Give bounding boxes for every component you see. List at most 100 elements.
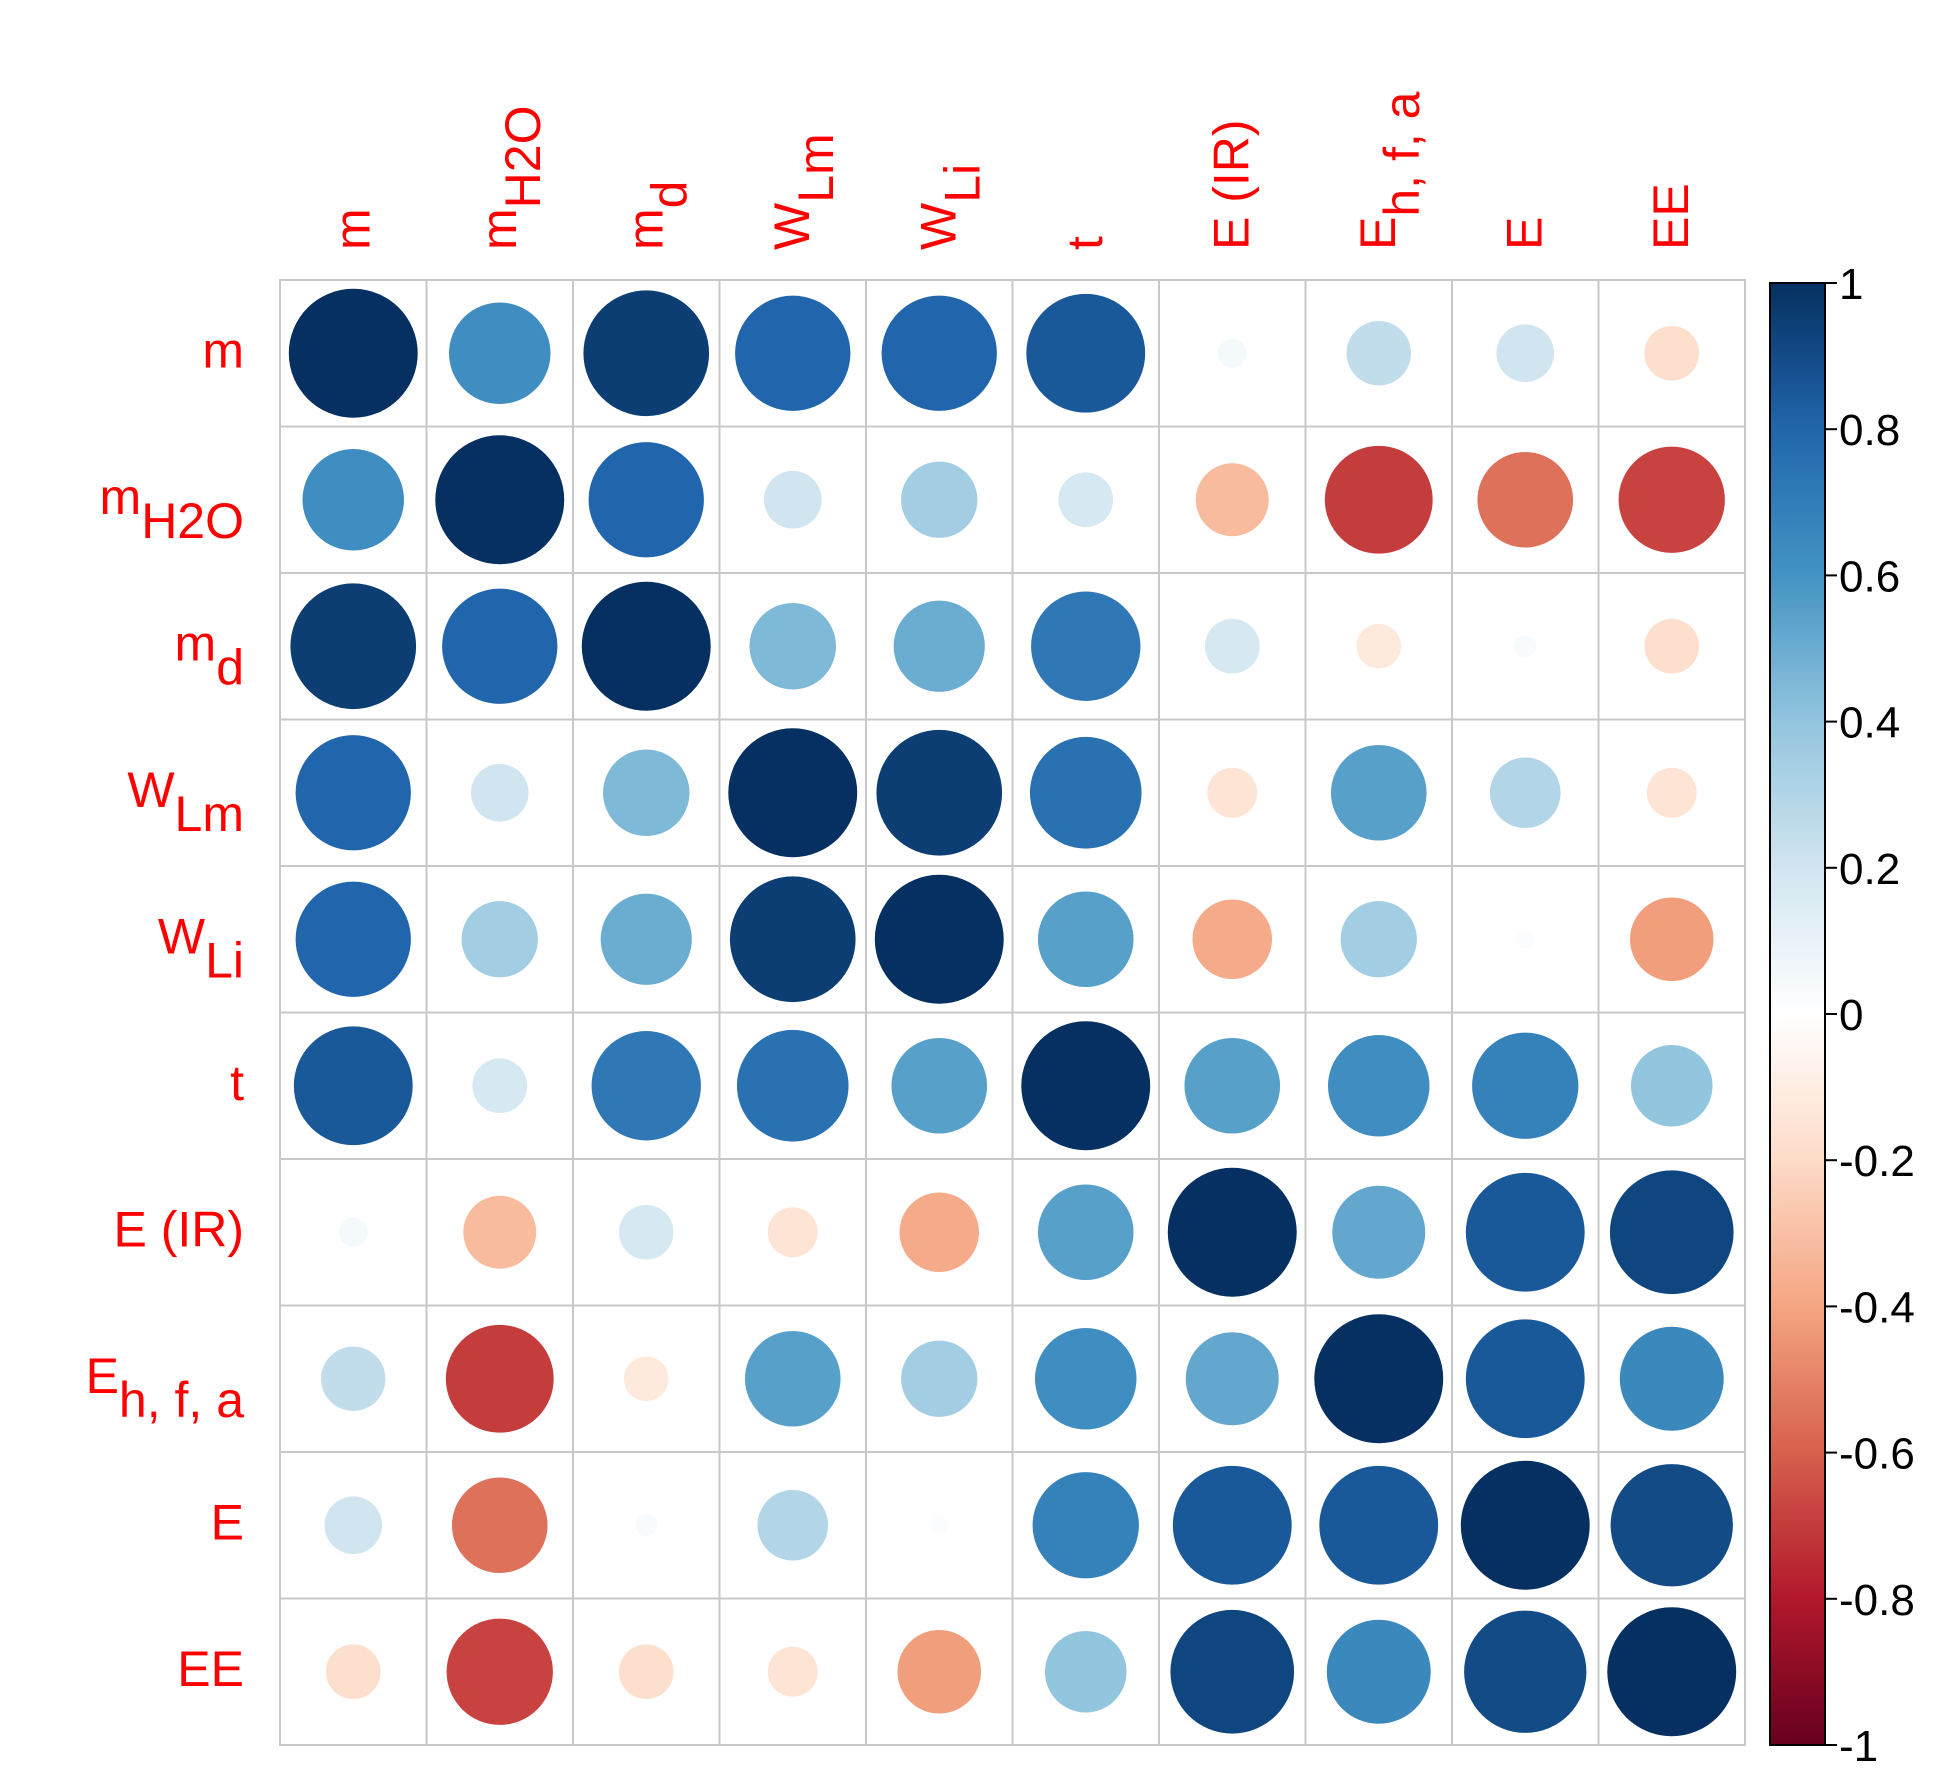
row-label-E (IR): E (IR) (113, 1201, 244, 1257)
corr-circle-EE-EE (1607, 1607, 1737, 1737)
corr-circle-m-mH2O (448, 302, 551, 405)
corr-circle-E (IR)-md (618, 1204, 674, 1260)
row-label-mH2O: mH2O (100, 469, 244, 549)
colorbar-tick-label: 0.6 (1839, 552, 1900, 601)
colorbar: 1 0.8 0.6 0.4 0.2 0 -0.2 -0.4 -0.6 -0.8 -1 (1769, 260, 1915, 1771)
corr-circle-WLi-WLi (874, 874, 1004, 1004)
corr-circle-mH2O-mH2O (435, 435, 565, 565)
corr-circle-Eh, f, a-Eh, f, a (1314, 1314, 1444, 1444)
corr-circle-WLi-WLm (729, 876, 856, 1003)
row-label-t: t (230, 1055, 244, 1111)
colorbar-tick-label: 0.8 (1839, 406, 1900, 455)
corr-circle-t-EE (1630, 1044, 1713, 1127)
corr-circle-mH2O-m (302, 448, 405, 551)
corr-circle-mH2O-t (1058, 472, 1114, 528)
corr-circle-Eh, f, a-md (623, 1356, 669, 1402)
corr-circle-t-m (293, 1026, 413, 1146)
corr-circle-WLi-EE (1629, 897, 1714, 982)
corr-circle-t-t (1021, 1021, 1151, 1151)
corr-circle-m-WLi (881, 295, 997, 411)
corr-circle-WLi-mH2O (461, 901, 538, 978)
corr-circle-EE-E (1464, 1610, 1587, 1733)
corr-circle-E (IR)-Eh, f, a (1332, 1185, 1426, 1279)
corr-circle-WLi-Eh, f, a (1340, 901, 1417, 978)
corr-circle-t-E (1472, 1032, 1579, 1139)
corr-circle-Eh, f, a-mH2O (445, 1324, 554, 1433)
corr-circle-md-E (IR) (1204, 618, 1260, 674)
corr-circle-m-EE (1644, 325, 1700, 381)
corr-circle-E-m (324, 1496, 383, 1555)
corr-circle-t-WLi (891, 1037, 988, 1134)
corr-circle-t-WLm (736, 1029, 849, 1142)
corr-circle-m-WLm (735, 295, 851, 411)
corr-circle-E-EE (1610, 1464, 1733, 1587)
colorbar-gradient (1769, 282, 1826, 1746)
corr-circle-Eh, f, a-E (1465, 1319, 1585, 1439)
corr-circle-m-t (1026, 293, 1146, 413)
corr-circle-mH2O-EE (1618, 446, 1725, 553)
row-label-m: m (202, 322, 244, 378)
colorbar-tick-label: -0.8 (1839, 1576, 1915, 1625)
colorbar-tick-label: -0.6 (1839, 1430, 1915, 1479)
correlation-circles (288, 288, 1737, 1737)
corr-circle-Eh, f, a-E (IR) (1185, 1332, 1279, 1426)
colorbar-tick-label: 0.4 (1839, 699, 1900, 748)
row-label-md: md (175, 615, 244, 695)
col-label-Eh, f, a: Eh, f, a (1350, 91, 1430, 250)
corr-circle-E-md (635, 1514, 658, 1537)
corr-circle-EE-t (1044, 1630, 1127, 1713)
corr-circle-md-WLi (893, 600, 985, 692)
col-label-t: t (1057, 236, 1113, 250)
corr-circle-E-E (IR) (1172, 1465, 1292, 1585)
colorbar-tick-label: -0.4 (1839, 1283, 1915, 1332)
corr-circle-md-E (1514, 635, 1537, 658)
corr-circle-E (IR)-E (1465, 1172, 1585, 1292)
corr-circle-E (IR)-WLi (899, 1192, 979, 1272)
corr-circle-E-Eh, f, a (1319, 1465, 1439, 1585)
corr-circle-E (IR)-t (1037, 1184, 1134, 1281)
corr-circle-t-mH2O (472, 1058, 528, 1114)
corr-circle-md-m (290, 583, 417, 710)
corr-circle-mH2O-Eh, f, a (1324, 445, 1433, 554)
corr-circle-m-md (583, 290, 710, 417)
colorbar-tick-label: 0.2 (1839, 845, 1900, 894)
corr-circle-Eh, f, a-WLm (744, 1330, 841, 1427)
row-label-WLi: WLi (158, 908, 244, 988)
corr-circle-WLm-WLm (728, 728, 858, 858)
corr-circle-WLm-Eh, f, a (1330, 744, 1427, 841)
colorbar-tick-label: -0.2 (1839, 1137, 1915, 1186)
corr-circle-WLm-EE (1646, 767, 1697, 818)
col-label-E: E (1496, 217, 1552, 250)
col-label-md: md (617, 181, 697, 250)
corr-circle-mH2O-md (588, 442, 704, 558)
row-label-Eh, f, a: Eh, f, a (86, 1348, 245, 1428)
corr-circle-WLm-md (603, 749, 690, 836)
corr-circle-md-Eh, f, a (1356, 623, 1402, 669)
row-label-EE: EE (177, 1641, 244, 1697)
colorbar-tick-label: -1 (1839, 1722, 1878, 1771)
corr-circle-md-t (1031, 591, 1141, 701)
corr-circle-md-EE (1644, 618, 1700, 674)
corr-circle-WLm-E (IR) (1207, 767, 1258, 818)
corr-circle-t-Eh, f, a (1327, 1034, 1430, 1137)
corr-circle-E (IR)-EE (1609, 1170, 1734, 1295)
corr-circle-WLi-md (600, 893, 692, 985)
corr-circle-t-md (591, 1031, 701, 1141)
corr-circle-mH2O-E (IR) (1195, 463, 1269, 537)
corr-circle-WLi-m (295, 881, 411, 997)
corr-circle-WLm-mH2O (470, 763, 529, 822)
corr-circle-EE-m (325, 1644, 381, 1700)
corr-circle-EE-md (618, 1644, 674, 1700)
corr-circle-mH2O-E (1477, 451, 1574, 548)
corr-circle-WLi-t (1037, 891, 1134, 988)
corr-circle-E-WLm (757, 1489, 829, 1561)
corr-circle-EE-WLi (897, 1629, 982, 1714)
corr-circle-EE-mH2O (446, 1618, 553, 1725)
colorbar-tick-label: 1 (1839, 260, 1863, 309)
corr-circle-EE-Eh, f, a (1326, 1619, 1431, 1724)
row-label-E: E (211, 1494, 244, 1550)
corr-circle-E-WLi (930, 1516, 949, 1535)
corr-circle-m-E (IR) (1217, 338, 1247, 368)
